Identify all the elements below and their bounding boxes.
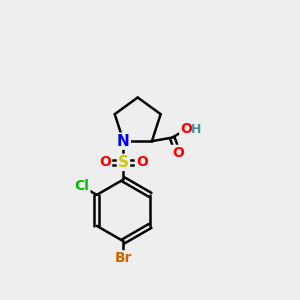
Text: H: H xyxy=(190,123,201,136)
Text: S: S xyxy=(118,155,129,170)
Text: O: O xyxy=(136,155,148,170)
Text: N: N xyxy=(117,134,130,149)
Text: Cl: Cl xyxy=(74,179,89,194)
Text: O: O xyxy=(99,155,111,170)
Text: O: O xyxy=(180,122,192,136)
Text: O: O xyxy=(172,146,184,160)
Text: Br: Br xyxy=(115,251,132,266)
